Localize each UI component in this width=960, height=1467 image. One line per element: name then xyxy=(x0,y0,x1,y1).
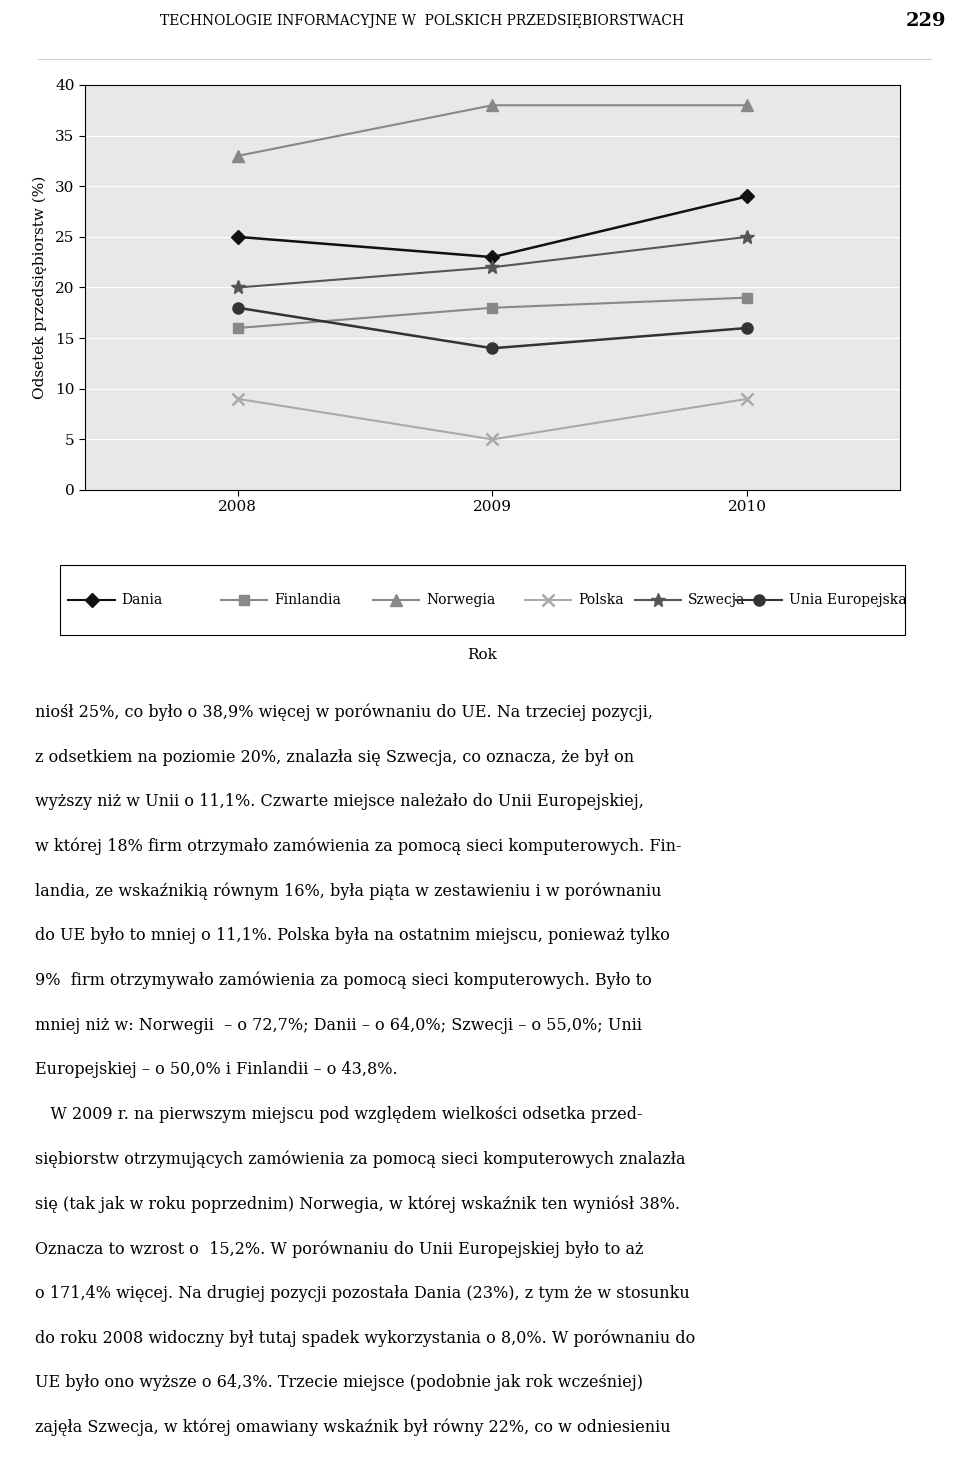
Text: wyższy niż w Unii o 11,1%. Czwarte miejsce należało do Unii Europejskiej,: wyższy niż w Unii o 11,1%. Czwarte miejs… xyxy=(35,794,644,810)
Text: niośł 25%, co było o 38,9% więcej w porównaniu do UE. Na trzeciej pozycji,: niośł 25%, co było o 38,9% więcej w poró… xyxy=(35,704,653,722)
Text: Rok: Rok xyxy=(468,648,497,662)
Text: 9%  firm otrzymywało zamówienia za pomocą sieci komputerowych. Było to: 9% firm otrzymywało zamówienia za pomocą… xyxy=(35,971,652,989)
Text: 229: 229 xyxy=(906,13,947,31)
Text: Norwegia: Norwegia xyxy=(426,593,495,607)
Text: mniej niż w: Norwegii  – o 72,7%; Danii – o 64,0%; Szwecji – o 55,0%; Unii: mniej niż w: Norwegii – o 72,7%; Danii –… xyxy=(35,1017,642,1034)
Text: w której 18% firm otrzymało zamówienia za pomocą sieci komputerowych. Fin-: w której 18% firm otrzymało zamówienia z… xyxy=(35,838,682,855)
Text: Unia Europejska: Unia Europejska xyxy=(789,593,907,607)
Text: z odsetkiem na poziomie 20%, znalazła się Szwecja, co oznacza, że był on: z odsetkiem na poziomie 20%, znalazła si… xyxy=(35,748,635,766)
Text: o 171,4% więcej. Na drugiej pozycji pozostała Dania (23%), z tym że w stosunku: o 171,4% więcej. Na drugiej pozycji pozo… xyxy=(35,1285,689,1303)
Text: siębiorstw otrzymujących zamówienia za pomocą sieci komputerowych znalazła: siębiorstw otrzymujących zamówienia za p… xyxy=(35,1150,685,1168)
Text: Szwecja: Szwecja xyxy=(687,593,745,607)
Text: Polska: Polska xyxy=(578,593,624,607)
Text: Oznacza to wzrost o  15,2%. W porównaniu do Unii Europejskiej było to aż: Oznacza to wzrost o 15,2%. W porównaniu … xyxy=(35,1240,643,1257)
Text: UE było ono wyższe o 64,3%. Trzecie miejsce (podobnie jak rok wcześniej): UE było ono wyższe o 64,3%. Trzecie miej… xyxy=(35,1375,643,1391)
Text: W 2009 r. na pierwszym miejscu pod względem wielkości odsetka przed-: W 2009 r. na pierwszym miejscu pod wzglę… xyxy=(35,1106,642,1124)
Y-axis label: Odsetek przedsiębiorstw (%): Odsetek przedsiębiorstw (%) xyxy=(33,176,47,399)
Text: się (tak jak w roku poprzednim) Norwegia, w której wskaźnik ten wyniósł 38%.: się (tak jak w roku poprzednim) Norwegia… xyxy=(35,1196,680,1213)
Text: landia, ze wskaźnikią równym 16%, była piąta w zestawieniu i w porównaniu: landia, ze wskaźnikią równym 16%, była p… xyxy=(35,883,661,899)
Text: do UE było to mniej o 11,1%. Polska była na ostatnim miejscu, ponieważ tylko: do UE było to mniej o 11,1%. Polska była… xyxy=(35,927,670,945)
Text: Dania: Dania xyxy=(122,593,163,607)
Text: zajęła Szwecja, w której omawiany wskaźnik był równy 22%, co w odniesieniu: zajęła Szwecja, w której omawiany wskaźn… xyxy=(35,1419,671,1436)
Text: do roku 2008 widoczny był tutaj spadek wykorzystania o 8,0%. W porównaniu do: do roku 2008 widoczny był tutaj spadek w… xyxy=(35,1329,695,1347)
Text: TECHNOLOGIE INFORMACYJNE W  POLSKICH PRZEDSIĘBIORSTWACH: TECHNOLOGIE INFORMACYJNE W POLSKICH PRZE… xyxy=(160,15,684,28)
Text: Europejskiej – o 50,0% i Finlandii – o 43,8%.: Europejskiej – o 50,0% i Finlandii – o 4… xyxy=(35,1062,397,1078)
Text: Finlandia: Finlandia xyxy=(274,593,341,607)
